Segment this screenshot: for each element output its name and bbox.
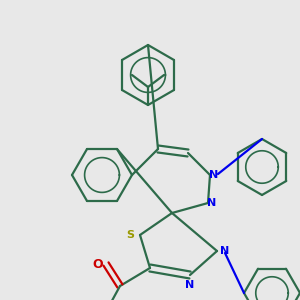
Text: N: N [220,246,230,256]
Text: O: O [93,257,103,271]
Text: N: N [185,280,195,290]
Text: S: S [126,230,134,240]
Text: N: N [209,170,219,180]
Text: N: N [207,198,217,208]
